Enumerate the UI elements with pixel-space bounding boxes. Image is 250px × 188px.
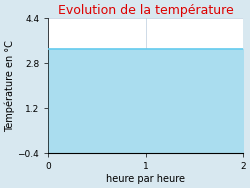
X-axis label: heure par heure: heure par heure (106, 174, 185, 184)
Title: Evolution de la température: Evolution de la température (58, 4, 234, 17)
Y-axis label: Température en °C: Température en °C (4, 40, 15, 132)
